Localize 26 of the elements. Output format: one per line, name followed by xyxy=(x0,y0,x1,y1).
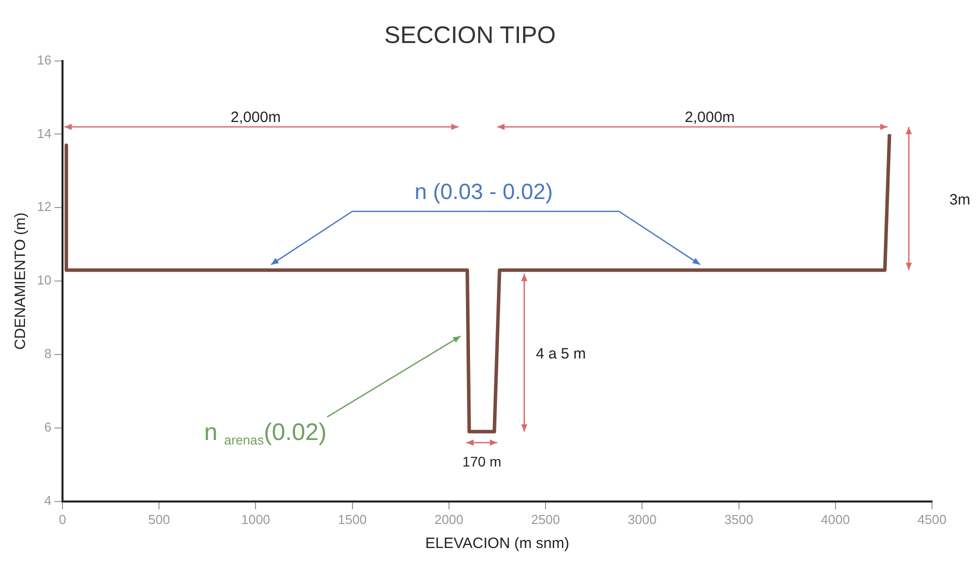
y-tick-label: 6 xyxy=(44,420,52,435)
x-tick-label: 2000 xyxy=(434,512,464,527)
x-tick-label: 1500 xyxy=(338,512,367,527)
annotation: 170 m xyxy=(462,454,502,470)
y-tick-label: 14 xyxy=(36,126,52,141)
annotation: 2,000m xyxy=(684,108,735,126)
annotation: n (0.03 - 0.02) xyxy=(414,179,553,204)
y-tick-label: 10 xyxy=(36,272,52,288)
annotation: 2,000m xyxy=(230,108,281,126)
x-tick-label: 2500 xyxy=(531,512,560,527)
x-tick-label: 500 xyxy=(148,512,170,527)
x-axis-title: ELEVACION (m snm) xyxy=(425,535,570,552)
x-tick-label: 4500 xyxy=(918,512,946,527)
x-tick-label: 4000 xyxy=(820,512,850,527)
y-tick-label: 12 xyxy=(36,199,52,214)
y-tick-label: 8 xyxy=(44,346,52,362)
y-tick-label: 4 xyxy=(44,492,52,508)
x-tick-label: 1000 xyxy=(241,512,270,527)
x-tick-label: 3500 xyxy=(724,512,754,527)
x-tick-label: 3000 xyxy=(628,512,657,527)
x-tick-label: 0 xyxy=(58,512,66,527)
chart-title: SECCION TIPO xyxy=(384,22,556,50)
y-axis-title: CDENAMIENTO (m) xyxy=(12,212,30,350)
y-tick-label: 16 xyxy=(36,52,52,68)
annotation: 4 a 5 m xyxy=(536,346,586,363)
text: 3m xyxy=(949,191,970,208)
